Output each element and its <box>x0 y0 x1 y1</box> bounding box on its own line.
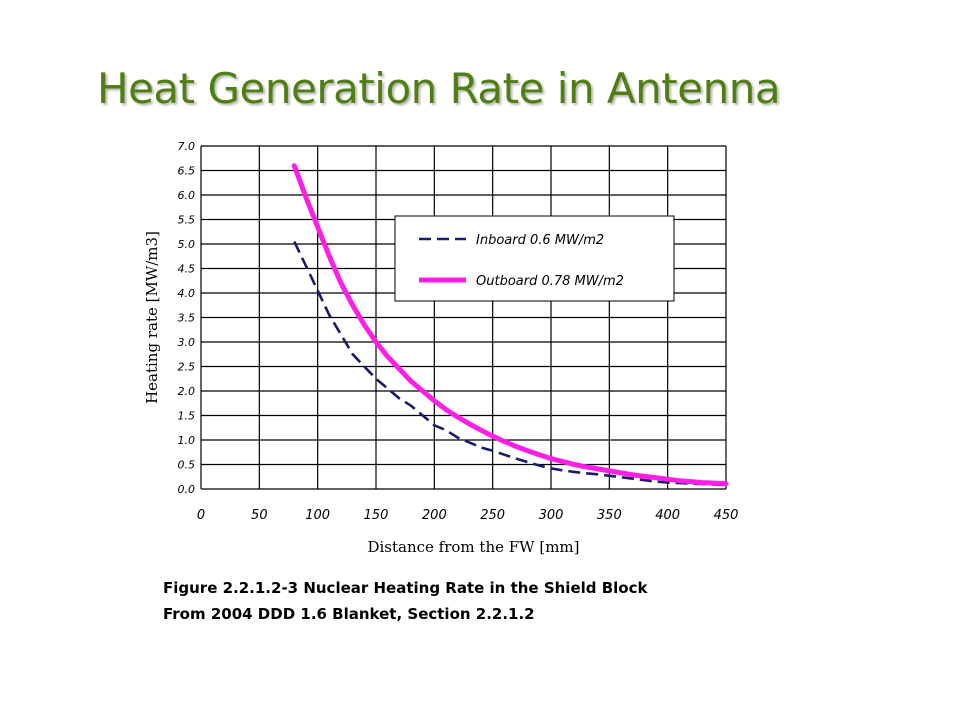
x-tick-label: 100 <box>305 508 330 523</box>
y-tick-label: 5.5 <box>178 214 196 227</box>
series-line-inboard <box>293 241 727 487</box>
figure-caption-line-2: From 2004 DDD 1.6 Blanket, Section 2.2.1… <box>163 605 535 623</box>
series-line-outboard <box>291 163 729 487</box>
y-tick-label: 0.0 <box>178 483 196 496</box>
y-tick-label: 5.0 <box>178 238 196 251</box>
y-tick-label: 0.5 <box>178 459 196 472</box>
y-tick-label: 6.0 <box>178 189 196 202</box>
legend-box <box>394 215 675 302</box>
chart-grid <box>200 145 727 490</box>
x-tick-label: 50 <box>251 508 268 523</box>
y-tick-label: 2.5 <box>178 361 196 374</box>
figure-caption-line-1: Figure 2.2.1.2-3 Nuclear Heating Rate in… <box>163 579 648 597</box>
x-tick-label: 300 <box>539 508 564 523</box>
y-axis-label: Heating rate [MW/m3] <box>143 231 161 404</box>
y-tick-label: 1.0 <box>178 434 196 447</box>
x-tick-label: 200 <box>422 508 447 523</box>
x-tick-label: 0 <box>197 508 205 523</box>
chart-legend: Inboard 0.6 MW/m2 Outboard 0.78 MW/m2 <box>394 215 675 302</box>
legend-label-outboard: Outboard 0.78 MW/m2 <box>476 274 624 289</box>
y-tick-label: 4.0 <box>178 287 196 300</box>
y-tick-label: 3.0 <box>178 336 196 349</box>
y-tick-label: 7.0 <box>178 140 196 153</box>
y-tick-label: 2.0 <box>178 385 196 398</box>
x-axis-label: Distance from the FW [mm] <box>367 538 579 556</box>
legend-label-inboard: Inboard 0.6 MW/m2 <box>476 233 604 248</box>
y-tick-label: 1.5 <box>178 410 196 423</box>
page-title: Heat Generation Rate in Antenna <box>97 64 781 113</box>
x-tick-label: 150 <box>364 508 389 523</box>
y-tick-label: 4.5 <box>178 263 196 276</box>
x-tick-label: 450 <box>714 508 739 523</box>
y-tick-label: 3.5 <box>178 312 196 325</box>
x-tick-label: 350 <box>597 508 622 523</box>
x-tick-label: 250 <box>480 508 505 523</box>
x-tick-label: 400 <box>655 508 680 523</box>
y-tick-label: 6.5 <box>178 165 196 178</box>
chart-series <box>291 163 729 487</box>
chart-ticks: 0.0 0.5 1.0 1.5 2.0 2.5 3.0 3.5 4.0 4.5 5.0 5.5 6.0 6… <box>178 140 739 523</box>
